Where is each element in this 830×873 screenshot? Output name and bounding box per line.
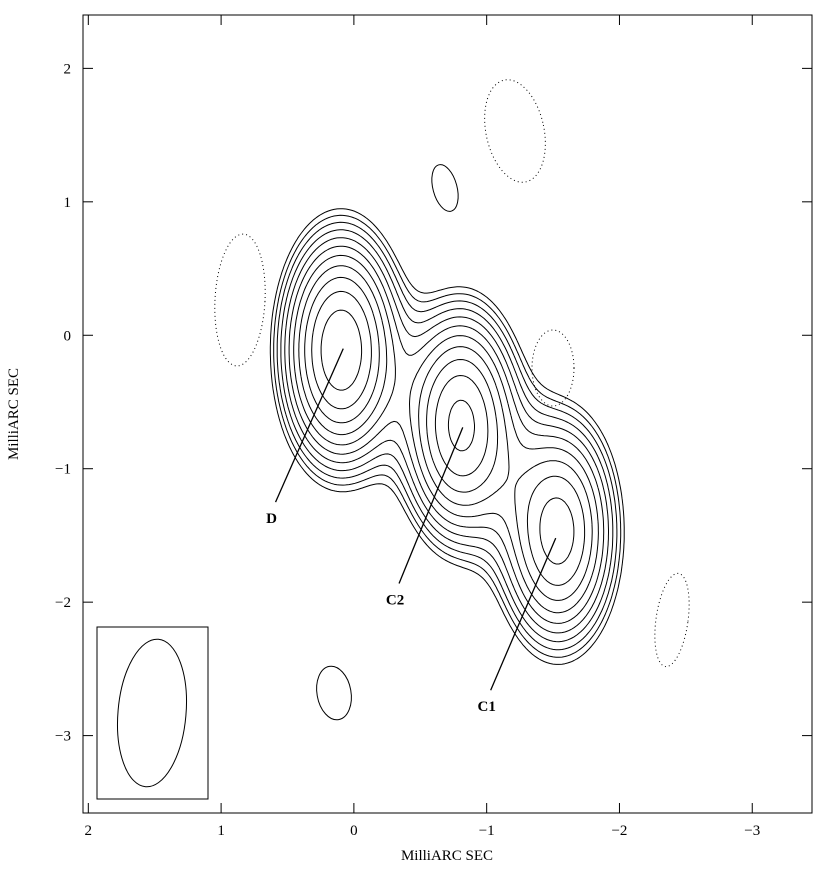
y-tick-label: 0 — [64, 328, 72, 344]
negative-contour — [654, 572, 690, 668]
x-tick-label: 1 — [217, 823, 225, 839]
contour — [431, 164, 459, 212]
x-tick-label: 0 — [350, 823, 358, 839]
contour — [311, 290, 575, 565]
x-axis-label: MilliARC SEC — [401, 848, 493, 864]
y-tick-label: 1 — [64, 195, 72, 211]
contour — [284, 237, 609, 634]
y-tick-label: −2 — [55, 595, 71, 611]
beam-box — [96, 626, 209, 800]
x-tick-label: 2 — [85, 823, 93, 839]
y-axis-label: MilliARC SEC — [6, 368, 22, 460]
negative-contour — [484, 79, 546, 183]
annotation-label: D — [266, 511, 277, 527]
contour — [316, 665, 352, 721]
contour — [288, 245, 605, 624]
contour — [276, 221, 618, 651]
y-tick-label: −3 — [55, 729, 71, 745]
contour — [298, 265, 593, 601]
contour — [293, 254, 599, 614]
contour — [269, 208, 625, 665]
plot-frame — [82, 14, 813, 814]
contour — [304, 276, 586, 586]
annotation-pointer — [398, 427, 464, 584]
annotation-label: C1 — [478, 699, 496, 715]
x-tick-label: −1 — [479, 823, 495, 839]
negative-contour — [531, 329, 575, 407]
contour — [320, 309, 475, 452]
negative-contour — [214, 233, 266, 367]
contour-map — [269, 208, 625, 665]
beam — [117, 638, 187, 788]
y-tick-label: 2 — [64, 61, 72, 77]
contour — [273, 214, 622, 658]
annotation-pointer — [274, 348, 344, 503]
annotation-pointer — [490, 537, 557, 691]
annotation-label: C2 — [386, 592, 404, 608]
x-tick-label: −2 — [611, 823, 627, 839]
x-tick-label: −3 — [744, 823, 760, 839]
y-tick-label: −1 — [55, 462, 71, 478]
contour — [280, 229, 614, 643]
